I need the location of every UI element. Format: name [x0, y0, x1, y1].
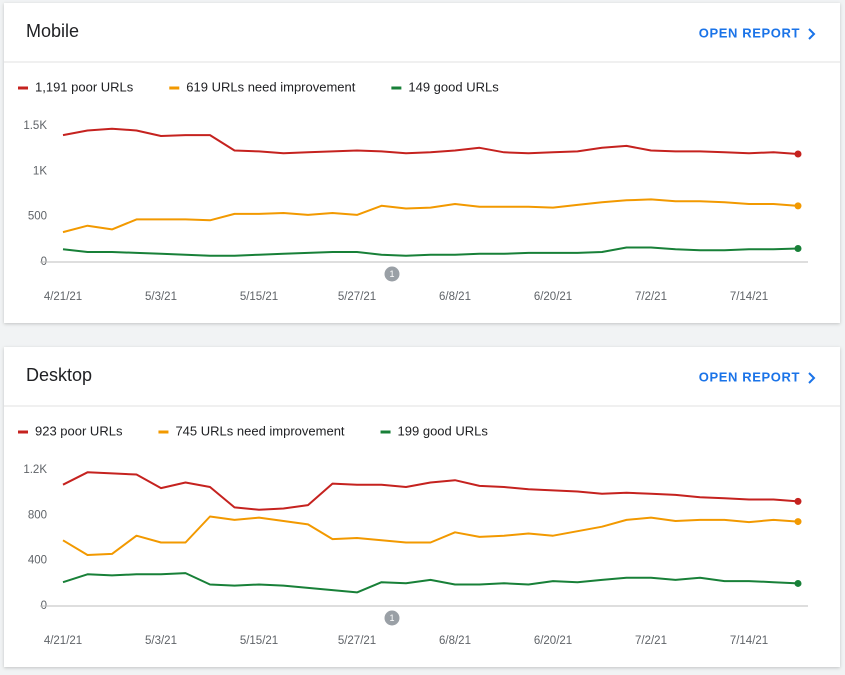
x-tick-label: 6/20/21 [534, 635, 572, 647]
open-report-link[interactable]: OPEN REPORT [699, 369, 800, 384]
x-tick-label: 7/14/21 [730, 291, 768, 303]
open-report-link[interactable]: OPEN REPORT [699, 25, 800, 40]
end-point [794, 244, 802, 252]
series-line [62, 198, 799, 234]
series-line [62, 471, 799, 511]
x-tick-label: 7/2/21 [635, 291, 667, 303]
card-background [4, 3, 840, 323]
y-tick-label: 1.5K [23, 120, 47, 132]
chevron-icon [808, 28, 816, 40]
x-tick-label: 5/3/21 [145, 635, 177, 647]
x-tick-label: 6/20/21 [534, 291, 572, 303]
annotation-label: 1 [389, 269, 394, 279]
annotation-label: 1 [389, 613, 394, 623]
y-tick-label: 400 [28, 555, 47, 567]
series-line [62, 515, 799, 556]
series-line [62, 127, 799, 155]
end-point [794, 518, 802, 526]
card-title: Desktop [26, 365, 92, 385]
end-point [794, 202, 802, 210]
series-line [62, 572, 799, 594]
y-tick-label: 1K [33, 165, 47, 177]
y-tick-label: 500 [28, 211, 47, 223]
x-tick-label: 7/2/21 [635, 635, 667, 647]
end-point [794, 150, 802, 158]
legend-label: 745 URLs need improvement [175, 423, 344, 438]
card: Mobile OPEN REPORT 1,191 poor URLs 619 URLs… [4, 3, 840, 323]
x-tick-label: 5/15/21 [240, 291, 278, 303]
x-tick-label: 5/3/21 [145, 291, 177, 303]
card-background [4, 347, 840, 667]
x-tick-label: 5/27/21 [338, 635, 376, 647]
x-tick-label: 5/27/21 [338, 291, 376, 303]
legend-label: 619 URLs need improvement [186, 79, 355, 94]
end-point [794, 579, 802, 587]
x-tick-label: 4/21/21 [44, 291, 82, 303]
x-tick-label: 4/21/21 [44, 635, 82, 647]
y-tick-label: 800 [28, 509, 47, 521]
x-tick-label: 6/8/21 [439, 291, 471, 303]
y-tick-label: 1.2K [23, 464, 47, 476]
chevron-icon [808, 372, 816, 384]
legend-label: 923 poor URLs [35, 423, 123, 438]
x-tick-label: 7/14/21 [730, 635, 768, 647]
series-line [62, 246, 799, 257]
annotation-marker[interactable] [384, 266, 400, 282]
legend-label: 149 good URLs [408, 79, 499, 94]
x-tick-label: 6/8/21 [439, 635, 471, 647]
x-tick-label: 5/15/21 [240, 635, 278, 647]
card-title: Mobile [26, 21, 79, 41]
end-point [794, 497, 802, 505]
annotation-marker[interactable] [384, 610, 400, 626]
legend-label: 199 good URLs [398, 423, 489, 438]
card: Desktop OPEN REPORT 923 poor URLs 745 URLs … [4, 347, 840, 667]
legend-label: 1,191 poor URLs [35, 79, 134, 94]
